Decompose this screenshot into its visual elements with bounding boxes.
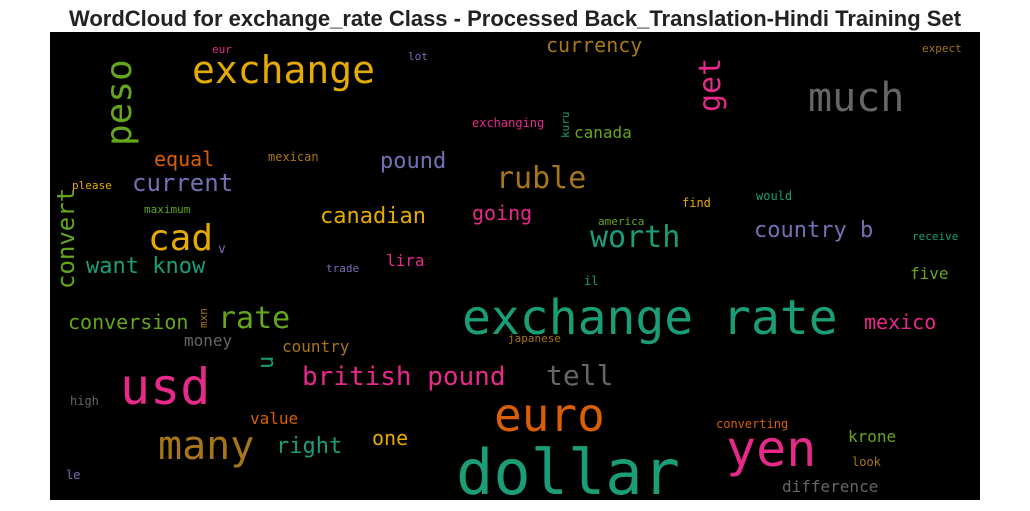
- word-mexico: mexico: [864, 310, 937, 334]
- word-country-b: country b: [754, 218, 874, 243]
- word-would: would: [756, 189, 793, 203]
- word-mxn: mxn: [197, 308, 210, 328]
- word-pound: pound: [380, 149, 447, 174]
- word-il: il: [584, 274, 599, 288]
- word-equal: equal: [154, 147, 215, 171]
- word-eur: eur: [212, 43, 232, 56]
- word-mexican: mexican: [268, 150, 319, 164]
- word-current: current: [132, 169, 234, 197]
- word-expect: expect: [922, 42, 962, 55]
- word-high: high: [70, 394, 99, 408]
- word-cad: cad: [148, 218, 214, 259]
- word-receive: receive: [912, 230, 959, 243]
- chart-title: WordCloud for exchange_rate Class - Proc…: [68, 6, 962, 31]
- word-converting: converting: [716, 417, 789, 431]
- word-money: money: [184, 331, 233, 350]
- word-exchanging: exchanging: [472, 116, 545, 130]
- word-one: one: [372, 426, 409, 450]
- word-rate: rate: [218, 301, 291, 336]
- word-british-pound: british pound: [302, 362, 506, 392]
- word-peso: peso: [99, 59, 140, 146]
- word-canadian: canadian: [320, 204, 426, 229]
- word-yen: yen: [726, 420, 817, 478]
- word-u: u: [254, 355, 279, 369]
- word-dollar: dollar: [456, 436, 680, 501]
- word-want-know: want know: [86, 254, 206, 279]
- word-please: please: [72, 179, 112, 192]
- word-worth: worth: [590, 220, 681, 255]
- word-exchange-rate: exchange rate: [462, 290, 838, 346]
- word-much: much: [808, 75, 905, 121]
- word-lot: lot: [408, 50, 428, 63]
- word-kuru: kuru: [559, 111, 572, 139]
- word-cloud-canvas: exchange rate dollar usd euro yen many much exc…: [50, 32, 980, 500]
- word-five: five: [910, 264, 949, 283]
- word-currency: currency: [546, 33, 643, 57]
- word-difference: difference: [782, 477, 879, 496]
- word-get: get: [693, 57, 728, 112]
- word-find: find: [682, 196, 711, 210]
- word-krone: krone: [848, 427, 897, 446]
- word-trade: trade: [326, 262, 360, 275]
- word-lira: lira: [386, 251, 425, 270]
- word-value: value: [250, 409, 299, 428]
- word-many: many: [158, 423, 255, 469]
- word-maximum: maximum: [144, 203, 191, 216]
- word-look: look: [852, 455, 881, 469]
- word-v: v: [218, 242, 226, 257]
- word-usd: usd: [120, 358, 211, 416]
- word-conversion: conversion: [68, 310, 189, 334]
- word-going: going: [472, 201, 533, 225]
- word-ruble: ruble: [496, 161, 587, 196]
- word-america: america: [598, 215, 645, 228]
- word-euro: euro: [494, 388, 605, 442]
- word-convert: convert: [52, 187, 80, 289]
- word-canada: canada: [574, 123, 632, 142]
- word-tell: tell: [546, 359, 614, 392]
- word-country: country: [282, 337, 350, 356]
- word-exchange: exchange: [192, 48, 376, 92]
- word-japanese: japanese: [508, 332, 561, 345]
- word-le: le: [66, 468, 81, 482]
- word-right: right: [276, 434, 343, 459]
